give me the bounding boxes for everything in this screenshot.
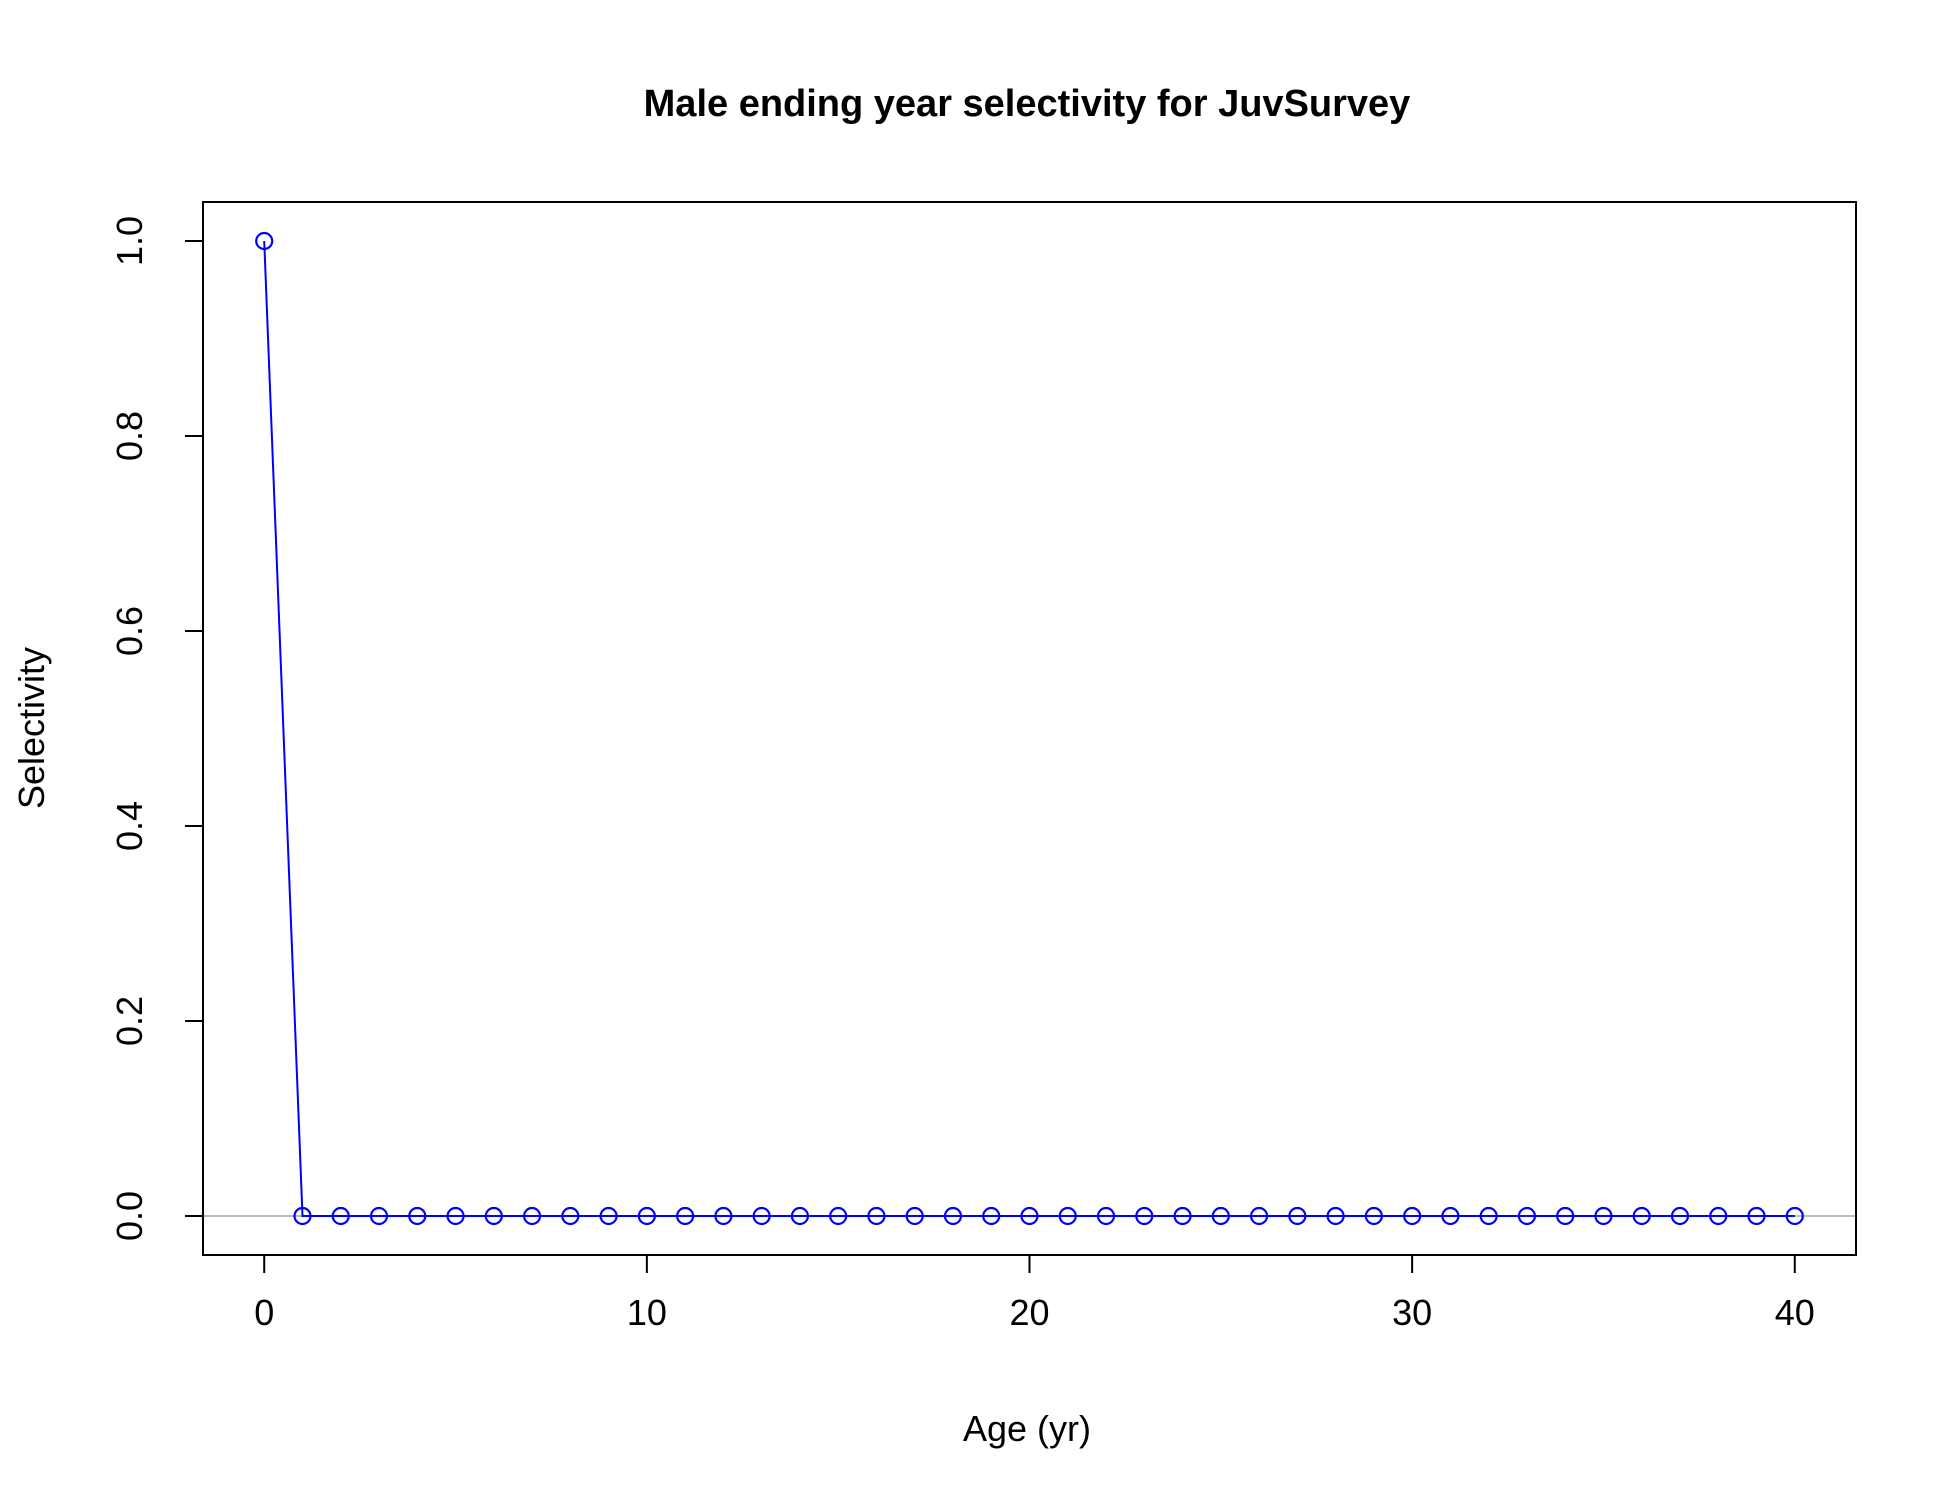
y-tick-label-0.4: 0.4 xyxy=(109,801,150,851)
chart-title: Male ending year selectivity for JuvSurv… xyxy=(644,83,1411,125)
data-point-29 xyxy=(1364,1206,1383,1226)
data-point-35 xyxy=(1594,1206,1613,1226)
data-point-6 xyxy=(484,1206,503,1226)
data-point-21 xyxy=(1058,1206,1077,1226)
data-point-32 xyxy=(1479,1206,1498,1226)
data-point-34 xyxy=(1556,1206,1575,1226)
y-tick-label-0.8: 0.8 xyxy=(109,411,150,461)
data-point-9 xyxy=(599,1206,618,1226)
data-point-16 xyxy=(867,1206,886,1226)
data-point-36 xyxy=(1632,1206,1651,1226)
x-tick-label-30: 30 xyxy=(1392,1292,1432,1333)
y-tick-label-0.0: 0.0 xyxy=(109,1191,150,1241)
data-point-31 xyxy=(1441,1206,1460,1226)
data-point-15 xyxy=(829,1206,848,1226)
data-point-14 xyxy=(790,1206,810,1226)
data-point-3 xyxy=(369,1206,389,1226)
y-tick-label-0.6: 0.6 xyxy=(109,606,150,656)
data-point-25 xyxy=(1211,1206,1230,1226)
data-point-0 xyxy=(255,231,274,251)
x-tick-label-10: 10 xyxy=(627,1292,667,1333)
data-point-12 xyxy=(714,1206,733,1226)
x-tick-label-40: 40 xyxy=(1775,1292,1815,1333)
data-point-26 xyxy=(1249,1206,1269,1226)
data-point-13 xyxy=(752,1206,771,1226)
data-point-20 xyxy=(1020,1206,1039,1226)
data-point-10 xyxy=(637,1206,656,1226)
data-point-19 xyxy=(982,1206,1001,1226)
plot-area xyxy=(202,201,1857,1256)
data-point-30 xyxy=(1403,1206,1422,1226)
data-point-40 xyxy=(1785,1206,1804,1226)
x-axis: 0 10 20 30 40 xyxy=(254,1254,1815,1333)
data-point-11 xyxy=(676,1206,695,1226)
plot-frame xyxy=(202,201,1857,1256)
data-point-7 xyxy=(522,1206,542,1226)
y-tick-label-1.0: 1.0 xyxy=(109,216,150,266)
y-axis: 0.0 0.2 0.4 0.6 0.8 1.0 xyxy=(109,216,204,1241)
data-point-8 xyxy=(561,1206,580,1226)
data-point-27 xyxy=(1288,1206,1307,1226)
data-point-17 xyxy=(905,1206,924,1226)
data-point-38 xyxy=(1709,1206,1728,1226)
data-point-39 xyxy=(1747,1206,1766,1226)
data-point-5 xyxy=(446,1206,465,1226)
data-point-1 xyxy=(293,1206,312,1226)
x-axis-label: Age (yr) xyxy=(963,1408,1091,1449)
data-point-24 xyxy=(1173,1206,1192,1226)
series-line xyxy=(263,240,1795,1217)
data-point-33 xyxy=(1517,1206,1537,1226)
data-point-37 xyxy=(1670,1206,1690,1226)
y-axis-label: Selectivity xyxy=(11,647,52,809)
data-point-28 xyxy=(1326,1206,1345,1226)
data-point-18 xyxy=(943,1206,963,1226)
x-tick-label-0: 0 xyxy=(254,1292,274,1333)
data-point-2 xyxy=(331,1206,350,1226)
y-tick-label-0.2: 0.2 xyxy=(109,996,150,1046)
data-point-4 xyxy=(408,1206,427,1226)
data-point-23 xyxy=(1135,1206,1154,1226)
x-tick-label-20: 20 xyxy=(1009,1292,1049,1333)
data-point-22 xyxy=(1096,1206,1116,1226)
